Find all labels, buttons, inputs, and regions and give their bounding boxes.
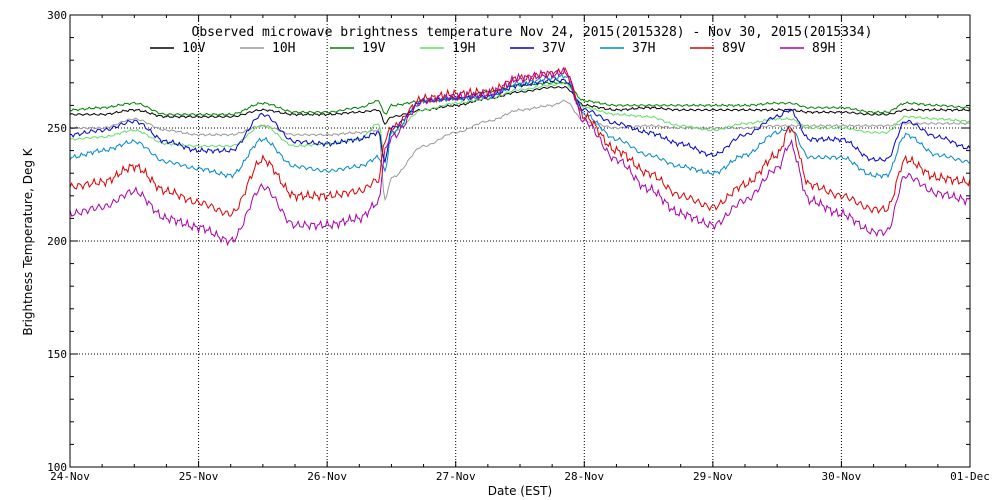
legend-label-37v: 37V: [542, 41, 566, 56]
legend-label-10v: 10V: [182, 41, 206, 56]
ticks-layer: 24-Nov 25-Nov 26-Nov 27-Nov 28-Nov 29-Nov 30-N…: [47, 9, 990, 483]
x-tick-label: 01-Dec: [950, 470, 990, 483]
series-line-37h: [69, 73, 971, 180]
series-line-19v: [69, 80, 971, 117]
series-line-89h: [69, 66, 971, 247]
x-tick-label: 28-Nov: [564, 470, 604, 483]
x-tick-label: 24-Nov: [50, 470, 90, 483]
y-axis-label: Brightness Temperature, Deg K: [21, 147, 35, 335]
x-tick-label: 27-Nov: [436, 470, 476, 483]
legend-label-37h: 37H: [632, 41, 655, 56]
y-tick-label: 150: [47, 348, 67, 361]
x-tick-label: 29-Nov: [693, 470, 733, 483]
legend-label-19h: 19H: [452, 41, 475, 56]
series-line-10v: [69, 85, 971, 125]
legend-label-89v: 89V: [722, 41, 746, 56]
x-tick-label: 25-Nov: [179, 470, 219, 483]
y-tick-label: 100: [47, 461, 67, 474]
legend-label-89h: 89H: [812, 41, 835, 56]
series-line-19h: [69, 81, 971, 163]
x-tick-label: 30-Nov: [822, 470, 862, 483]
chart-title: Observed microwave brightness temperatur…: [192, 25, 873, 40]
x-axis-label: Date (EST): [488, 484, 552, 498]
x-tick-label: 26-Nov: [307, 470, 347, 483]
grid-layer: [70, 15, 970, 467]
series-line-10h: [69, 99, 971, 202]
y-tick-label: 250: [47, 122, 67, 135]
series-line-37v: [69, 77, 971, 164]
y-tick-label: 300: [47, 9, 67, 22]
legend-label-10h: 10H: [272, 41, 295, 56]
series-layer: [69, 66, 971, 247]
y-tick-label: 200: [47, 235, 67, 248]
legend-label-19v: 19V: [362, 41, 386, 56]
legend: 10V 10H 19V 19H 37V 37H 89V 89H: [150, 41, 835, 56]
